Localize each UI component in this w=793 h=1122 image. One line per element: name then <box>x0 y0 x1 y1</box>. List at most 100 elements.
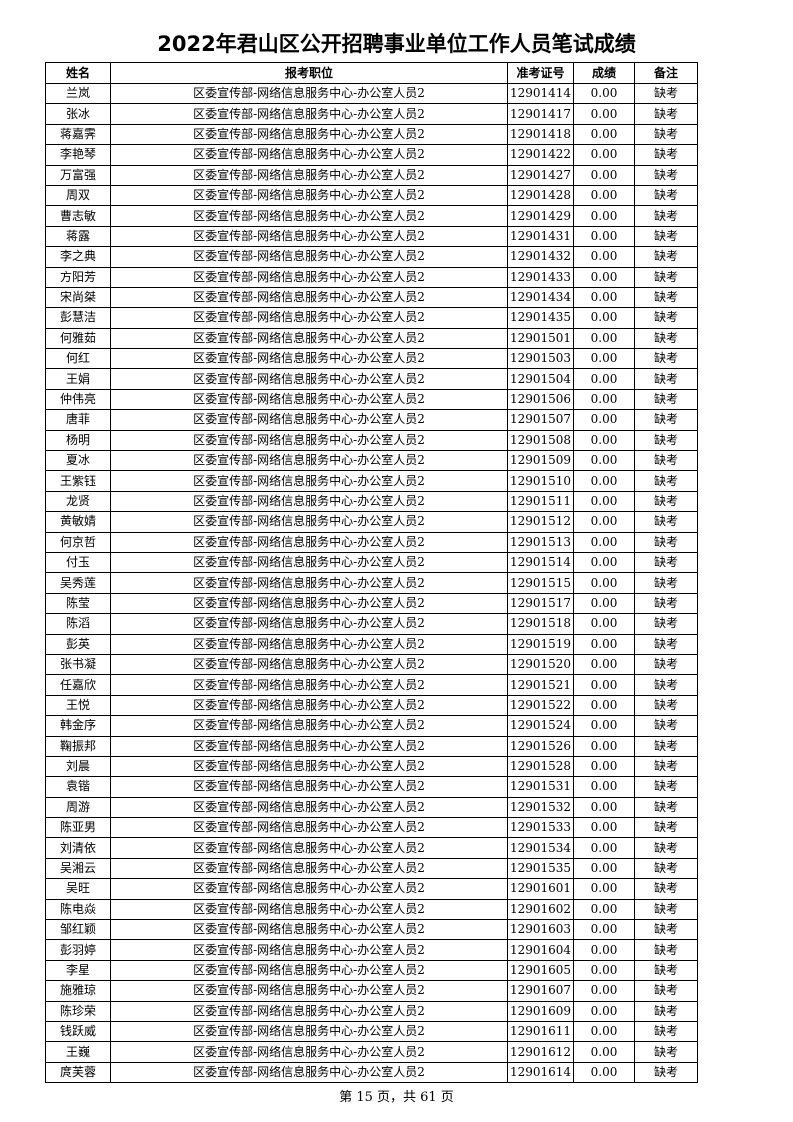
cell-exam-id: 12901522 <box>507 694 574 717</box>
cell-name: 张书凝 <box>45 653 111 676</box>
cell-exam-id: 12901526 <box>507 735 574 757</box>
cell-name: 吴秀莲 <box>45 572 111 594</box>
table-row: 李艳琴 区委宣传部-网络信息服务中心-办公室人员2 12901422 0.00 缺考 <box>45 144 698 166</box>
score-table: 姓名 报考职位 准考证号 成绩 备注 兰岚 区委宣传部-网络信息服务中心-办公室人… <box>45 62 698 1084</box>
cell-score: 0.00 <box>573 409 635 431</box>
cell-name: 李艳琴 <box>45 144 111 166</box>
table-row: 何红 区委宣传部-网络信息服务中心-办公室人员2 12901503 0.00 缺考 <box>45 348 698 370</box>
cell-name: 夏冰 <box>45 450 111 472</box>
table-row: 陈电焱 区委宣传部-网络信息服务中心-办公室人员2 12901602 0.00 缺考 <box>45 898 698 921</box>
table-row: 李星 区委宣传部-网络信息服务中心-办公室人员2 12901605 0.00 缺考 <box>45 959 698 982</box>
table-row: 蒋嘉霁 区委宣传部-网络信息服务中心-办公室人员2 12901418 0.00 缺考 <box>45 123 698 146</box>
cell-position: 区委宣传部-网络信息服务中心-办公室人员2 <box>110 572 508 594</box>
cell-score: 0.00 <box>573 592 635 615</box>
table-header-row: 姓名 报考职位 准考证号 成绩 备注 <box>45 62 698 84</box>
cell-position: 区委宣传部-网络信息服务中心-办公室人员2 <box>110 653 508 676</box>
cell-exam-id: 12901512 <box>507 511 574 533</box>
cell-score: 0.00 <box>573 82 635 105</box>
table-row: 韩金序 区委宣传部-网络信息服务中心-办公室人员2 12901524 0.00 缺考 <box>45 715 698 737</box>
cell-score: 0.00 <box>573 246 635 268</box>
cell-score: 0.00 <box>573 817 635 839</box>
cell-position: 区委宣传部-网络信息服务中心-办公室人员2 <box>110 776 508 798</box>
cell-remark: 缺考 <box>634 409 698 431</box>
cell-remark: 缺考 <box>634 755 698 778</box>
cell-position: 区委宣传部-网络信息服务中心-办公室人员2 <box>110 1020 508 1043</box>
cell-remark: 缺考 <box>634 429 698 452</box>
cell-position: 区委宣传部-网络信息服务中心-办公室人员2 <box>110 388 508 411</box>
cell-score: 0.00 <box>573 674 635 696</box>
cell-exam-id: 12901431 <box>507 225 574 248</box>
cell-position: 区委宣传部-网络信息服务中心-办公室人员2 <box>110 939 508 961</box>
cell-position: 区委宣传部-网络信息服务中心-办公室人员2 <box>110 878 508 900</box>
cell-remark: 缺考 <box>634 225 698 248</box>
table-row: 王悦 区委宣传部-网络信息服务中心-办公室人员2 12901522 0.00 缺考 <box>45 694 698 717</box>
cell-name: 李之典 <box>45 246 111 268</box>
cell-score: 0.00 <box>573 225 635 248</box>
cell-exam-id: 12901528 <box>507 755 574 778</box>
cell-remark: 缺考 <box>634 919 698 941</box>
cell-exam-id: 12901501 <box>507 327 574 350</box>
cell-name: 周双 <box>45 184 111 207</box>
cell-exam-id: 12901428 <box>507 184 574 207</box>
table-row: 邹红颖 区委宣传部-网络信息服务中心-办公室人员2 12901603 0.00 缺考 <box>45 919 698 941</box>
table-row: 陈滔 区委宣传部-网络信息服务中心-办公室人员2 12901518 0.00 缺考 <box>45 613 698 635</box>
cell-name: 何雅茹 <box>45 327 111 350</box>
table-row: 龙贤 区委宣传部-网络信息服务中心-办公室人员2 12901511 0.00 缺考 <box>45 490 698 513</box>
table-row: 彭英 区委宣传部-网络信息服务中心-办公室人员2 12901519 0.00 缺考 <box>45 633 698 655</box>
table-row: 兰岚 区委宣传部-网络信息服务中心-办公室人员2 12901414 0.00 缺考 <box>45 82 698 105</box>
cell-name: 钱跃威 <box>45 1020 111 1043</box>
cell-exam-id: 12901609 <box>507 1000 574 1022</box>
cell-position: 区委宣传部-网络信息服务中心-办公室人员2 <box>110 103 508 125</box>
cell-position: 区委宣传部-网络信息服务中心-办公室人员2 <box>110 246 508 268</box>
table-row: 陈莹 区委宣传部-网络信息服务中心-办公室人员2 12901517 0.00 缺考 <box>45 592 698 615</box>
cell-score: 0.00 <box>573 796 635 819</box>
table-row: 吴秀莲 区委宣传部-网络信息服务中心-办公室人员2 12901515 0.00 缺考 <box>45 572 698 594</box>
cell-exam-id: 12901507 <box>507 409 574 431</box>
cell-remark: 缺考 <box>634 184 698 207</box>
table-row: 周双 区委宣传部-网络信息服务中心-办公室人员2 12901428 0.00 缺考 <box>45 184 698 207</box>
table-row: 王紫钰 区委宣传部-网络信息服务中心-办公室人员2 12901510 0.00 缺考 <box>45 470 698 492</box>
cell-remark: 缺考 <box>634 266 698 288</box>
cell-position: 区委宣传部-网络信息服务中心-办公室人员2 <box>110 266 508 288</box>
cell-score: 0.00 <box>573 919 635 941</box>
cell-exam-id: 12901519 <box>507 633 574 655</box>
cell-exam-id: 12901521 <box>507 674 574 696</box>
table-row: 吴旺 区委宣传部-网络信息服务中心-办公室人员2 12901601 0.00 缺考 <box>45 878 698 900</box>
cell-score: 0.00 <box>573 307 635 329</box>
cell-name: 杨明 <box>45 429 111 452</box>
cell-name: 陈珍荣 <box>45 1000 111 1022</box>
cell-score: 0.00 <box>573 959 635 982</box>
cell-exam-id: 12901607 <box>507 980 574 1002</box>
cell-position: 区委宣传部-网络信息服务中心-办公室人员2 <box>110 348 508 370</box>
table-row: 王娟 区委宣传部-网络信息服务中心-办公室人员2 12901504 0.00 缺考 <box>45 368 698 390</box>
cell-score: 0.00 <box>573 898 635 921</box>
cell-name: 张冰 <box>45 103 111 125</box>
cell-name: 付玉 <box>45 551 111 574</box>
cell-score: 0.00 <box>573 633 635 655</box>
cell-exam-id: 12901504 <box>507 368 574 390</box>
cell-remark: 缺考 <box>634 246 698 268</box>
cell-exam-id: 12901532 <box>507 796 574 819</box>
cell-position: 区委宣传部-网络信息服务中心-办公室人员2 <box>110 144 508 166</box>
cell-score: 0.00 <box>573 1000 635 1022</box>
header-score: 成绩 <box>573 62 635 84</box>
cell-score: 0.00 <box>573 531 635 553</box>
cell-position: 区委宣传部-网络信息服务中心-办公室人员2 <box>110 327 508 350</box>
cell-remark: 缺考 <box>634 857 698 880</box>
cell-score: 0.00 <box>573 266 635 288</box>
cell-remark: 缺考 <box>634 694 698 717</box>
cell-position: 区委宣传部-网络信息服务中心-办公室人员2 <box>110 490 508 513</box>
cell-position: 区委宣传部-网络信息服务中心-办公室人员2 <box>110 1061 508 1084</box>
cell-position: 区委宣传部-网络信息服务中心-办公室人员2 <box>110 980 508 1002</box>
cell-exam-id: 12901612 <box>507 1041 574 1063</box>
table-row: 刘晨 区委宣传部-网络信息服务中心-办公室人员2 12901528 0.00 缺考 <box>45 755 698 778</box>
cell-name: 万富强 <box>45 164 111 186</box>
cell-exam-id: 12901503 <box>507 348 574 370</box>
cell-exam-id: 12901603 <box>507 919 574 941</box>
table-row: 付玉 区委宣传部-网络信息服务中心-办公室人员2 12901514 0.00 缺考 <box>45 551 698 574</box>
cell-score: 0.00 <box>573 551 635 574</box>
cell-exam-id: 12901511 <box>507 490 574 513</box>
cell-score: 0.00 <box>573 572 635 594</box>
cell-remark: 缺考 <box>634 205 698 227</box>
cell-name: 陈电焱 <box>45 898 111 921</box>
